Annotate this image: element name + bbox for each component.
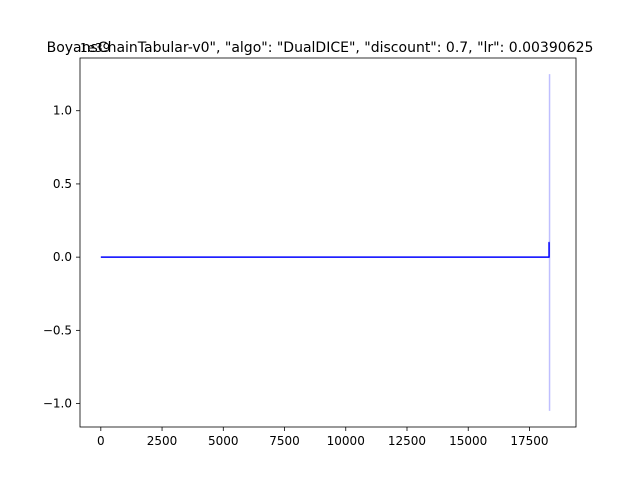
x-tick-label: 15000 xyxy=(449,434,487,448)
chart-title: BoyansChainTabular-v0", "algo": "DualDIC… xyxy=(47,40,594,56)
x-tick-label: 2500 xyxy=(147,434,178,448)
x-tick-label: 10000 xyxy=(327,434,365,448)
y-tick-label: 0.5 xyxy=(53,177,72,191)
y-tick-label: 0.0 xyxy=(53,250,72,264)
x-tick-label: 17500 xyxy=(510,434,548,448)
x-tick-label: 12500 xyxy=(388,434,426,448)
y-offset-label: 1e39 xyxy=(80,41,110,55)
axes-layer: 0 2500 5000 7500 10000 12500 15000 17500 −1.0 −0.… xyxy=(43,57,577,448)
series-line-0 xyxy=(100,241,550,258)
plot-layer xyxy=(100,74,551,411)
plot-frame xyxy=(79,57,577,428)
x-tick-label: 7500 xyxy=(269,434,300,448)
y-tick-label: −0.5 xyxy=(43,323,72,337)
y-tick-label: 1.0 xyxy=(53,104,72,118)
x-tick-label: 5000 xyxy=(208,434,239,448)
x-tick-label: 0 xyxy=(97,434,105,448)
y-tick-label: −1.0 xyxy=(43,397,72,411)
